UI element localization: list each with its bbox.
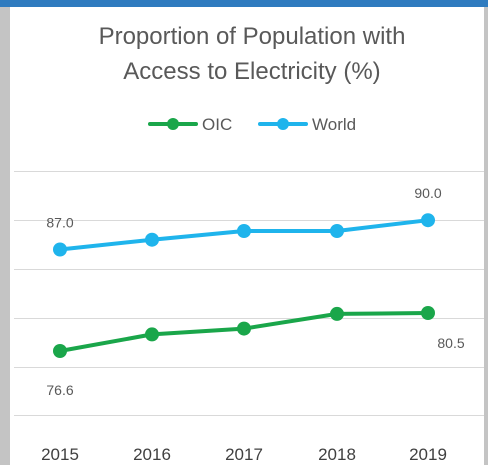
data-point-world-2018 — [330, 224, 344, 238]
legend: OIC World — [148, 115, 356, 134]
data-label-oic-2019: 80.5 — [437, 335, 464, 351]
data-point-world-2016 — [145, 232, 159, 247]
data-label-world-2015: 87.0 — [46, 215, 73, 231]
gridlines — [14, 171, 484, 416]
right-border — [484, 7, 488, 465]
legend-marker-oic — [167, 118, 179, 130]
top-border — [0, 0, 488, 7]
data-point-world-2017 — [237, 224, 251, 238]
x-tick-label-2018: 2018 — [318, 445, 356, 464]
legend-label-world: World — [312, 115, 356, 134]
left-border — [0, 7, 10, 465]
chart-title-line-2: Access to Electricity (%) — [123, 58, 380, 85]
legend-item-oic: OIC — [148, 115, 232, 134]
data-point-oic-2018 — [330, 306, 344, 321]
data-point-world-2015 — [53, 242, 67, 257]
x-tick-label-2015: 2015 — [41, 445, 79, 464]
x-tick-label-2017: 2017 — [225, 445, 263, 464]
data-label-oic-2015: 76.6 — [46, 382, 73, 398]
legend-label-oic: OIC — [202, 115, 232, 134]
x-tick-label-2016: 2016 — [133, 445, 171, 464]
data-point-oic-2019 — [421, 306, 435, 320]
legend-marker-world — [277, 118, 289, 130]
x-axis: 2015 2016 2017 2018 2019 — [41, 445, 447, 464]
data-labels: 76.6 80.5 87.0 90.0 — [46, 185, 464, 398]
series-layer — [53, 213, 435, 358]
data-point-oic-2016 — [145, 327, 159, 342]
data-label-world-2019: 90.0 — [414, 185, 441, 201]
legend-item-world: World — [258, 115, 356, 134]
data-point-oic-2017 — [237, 321, 251, 336]
chart-title-line-1: Proportion of Population with — [99, 23, 406, 50]
data-point-oic-2015 — [53, 344, 67, 358]
data-point-world-2019 — [421, 213, 435, 228]
x-tick-label-2019: 2019 — [409, 445, 447, 464]
